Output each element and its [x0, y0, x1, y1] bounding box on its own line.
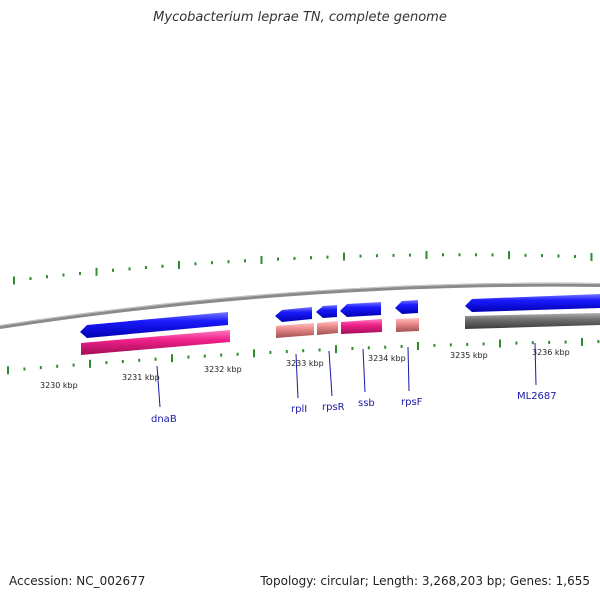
gene-label-rpsR[interactable]: rpsR: [322, 402, 345, 413]
gene-label-ML2687[interactable]: ML2687: [517, 391, 557, 402]
gene-rplI[interactable]: [276, 323, 314, 338]
kbp-label: 3231 kbp: [122, 373, 160, 382]
kbp-label: 3236 kbp: [532, 348, 570, 357]
gene-label-dnaB[interactable]: dnaB: [151, 414, 177, 425]
gene-label-rpsF[interactable]: rpsF: [401, 397, 423, 408]
genome-backbone: [0, 282, 600, 329]
leader-line-rpsF: [407, 346, 410, 392]
gene-dnaB[interactable]: [81, 330, 230, 355]
cds-ssb[interactable]: [340, 302, 381, 317]
gene-label-ssb[interactable]: ssb: [358, 398, 375, 409]
leader-line-dnaB: [156, 365, 161, 408]
inner-tick-ring: [7, 337, 600, 375]
kbp-label: 3234 kbp: [368, 354, 406, 363]
cds-rplI[interactable]: [275, 307, 312, 322]
cds-rpsF[interactable]: [395, 300, 418, 314]
leader-line-ML2687: [534, 342, 537, 386]
accession-text: Accession: NC_002677: [9, 574, 146, 588]
kbp-label: 3235 kbp: [450, 351, 488, 360]
gene-ssb[interactable]: [341, 319, 382, 334]
outer-tick-ring: [13, 251, 593, 285]
map-title: Mycobacterium leprae TN, complete genome: [153, 10, 447, 25]
kbp-label: 3230 kbp: [40, 381, 78, 390]
cds-ML2687[interactable]: [465, 294, 600, 312]
features-track: [80, 294, 600, 355]
cds-rpsR[interactable]: [316, 305, 337, 318]
cds-dnaB[interactable]: [80, 312, 228, 338]
gene-labels: dnaB rplI rpsR ssb rpsF ML2687: [151, 391, 557, 425]
leader-line-rplI: [295, 353, 299, 399]
leader-line-rpsR: [328, 350, 333, 397]
gene-rpsR[interactable]: [317, 321, 338, 335]
gene-label-leaders: [156, 342, 537, 408]
kbp-labels: 3230 kbp 3231 kbp 3232 kbp 3233 kbp 3234…: [40, 348, 570, 390]
leader-line-ssb: [362, 348, 366, 393]
genome-summary-text: Topology: circular; Length: 3,268,203 bp…: [260, 574, 590, 588]
kbp-label: 3232 kbp: [204, 365, 242, 374]
gene-ML2687[interactable]: [465, 313, 600, 329]
kbp-label: 3233 kbp: [286, 359, 324, 368]
gene-label-rplI[interactable]: rplI: [291, 404, 307, 415]
gene-rpsF[interactable]: [396, 318, 419, 332]
genome-backbone-highlight: [0, 282, 600, 327]
